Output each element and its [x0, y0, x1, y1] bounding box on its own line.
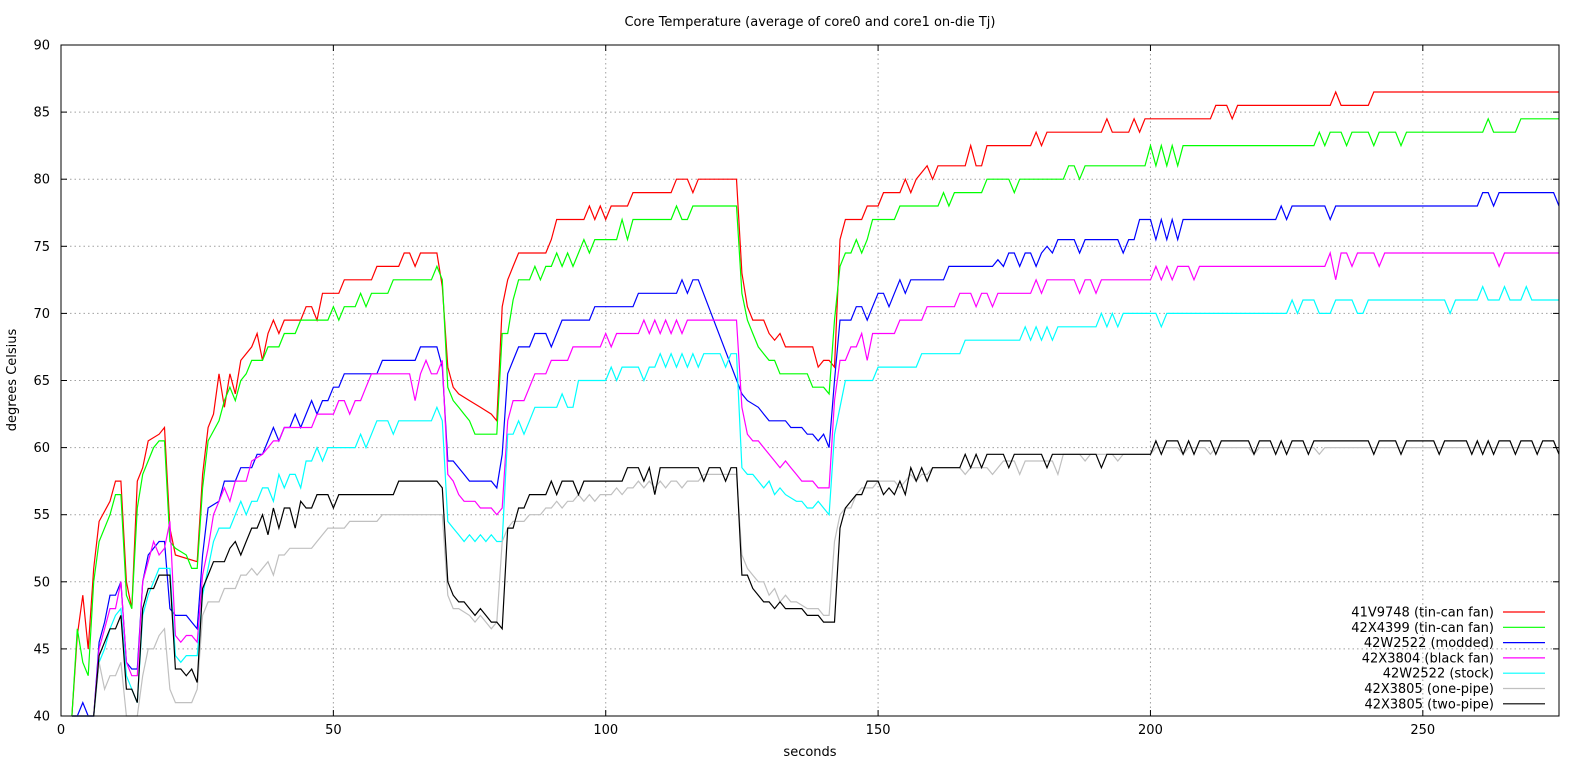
x-tick-label: 250	[1410, 723, 1435, 738]
legend-entry: 41V9748 (tin-can fan)	[1351, 606, 1545, 621]
y-tick-label: 50	[33, 575, 50, 590]
series-line-1	[71, 90, 1559, 717]
legend-entry: 42X3805 (one-pipe)	[1364, 682, 1545, 697]
legend-entry: 42W2522 (stock)	[1383, 667, 1545, 682]
y-tick-label: 55	[33, 508, 50, 523]
series-line-6	[71, 447, 1559, 717]
y-tick-label: 65	[33, 374, 50, 389]
y-tick-label: 70	[33, 307, 50, 322]
series-line-5	[71, 285, 1559, 717]
y-tick-label: 60	[33, 441, 50, 456]
chart-title: Core Temperature (average of core0 and c…	[624, 15, 995, 30]
series-line-2	[71, 117, 1559, 717]
legend-entry: 42X3805 (two-pipe)	[1364, 697, 1545, 712]
x-axis-label: seconds	[783, 745, 836, 760]
legend-label: 42X3805 (two-pipe)	[1364, 697, 1494, 712]
grid	[61, 45, 1559, 716]
legend: 41V9748 (tin-can fan)42X4399 (tin-can fa…	[1351, 606, 1545, 712]
series-line-4	[71, 250, 1559, 717]
y-axis-label: degrees Celsius	[5, 329, 20, 432]
y-tick-label: 75	[33, 240, 50, 255]
series-group	[71, 90, 1560, 717]
legend-label: 42X3804 (black fan)	[1362, 651, 1494, 666]
x-tick-label: 150	[866, 723, 891, 738]
series-line-7	[71, 439, 1560, 717]
x-tick-label: 50	[325, 723, 342, 738]
y-tick-label: 80	[33, 173, 50, 188]
x-tick-label: 200	[1138, 723, 1163, 738]
y-tick-label: 45	[33, 642, 50, 657]
legend-label: 42X3805 (one-pipe)	[1364, 682, 1494, 697]
y-tick-label: 85	[33, 106, 50, 121]
legend-label: 41V9748 (tin-can fan)	[1351, 606, 1494, 621]
y-tick-label: 90	[33, 39, 50, 54]
x-tick-label: 0	[57, 723, 65, 738]
y-tick-label: 40	[33, 710, 50, 725]
legend-entry: 42X3804 (black fan)	[1362, 651, 1545, 666]
legend-entry: 42X4399 (tin-can fan)	[1351, 621, 1545, 636]
legend-entry: 42W2522 (modded)	[1364, 636, 1545, 651]
legend-label: 42W2522 (stock)	[1383, 667, 1494, 682]
axis-ticks: 40 45 50 55 60 65 70 75 80 85 90 0 50 100 150 200 250	[33, 39, 1559, 738]
x-tick-label: 100	[593, 723, 618, 738]
legend-label: 42X4399 (tin-can fan)	[1351, 621, 1494, 636]
legend-label: 42W2522 (modded)	[1364, 636, 1494, 651]
